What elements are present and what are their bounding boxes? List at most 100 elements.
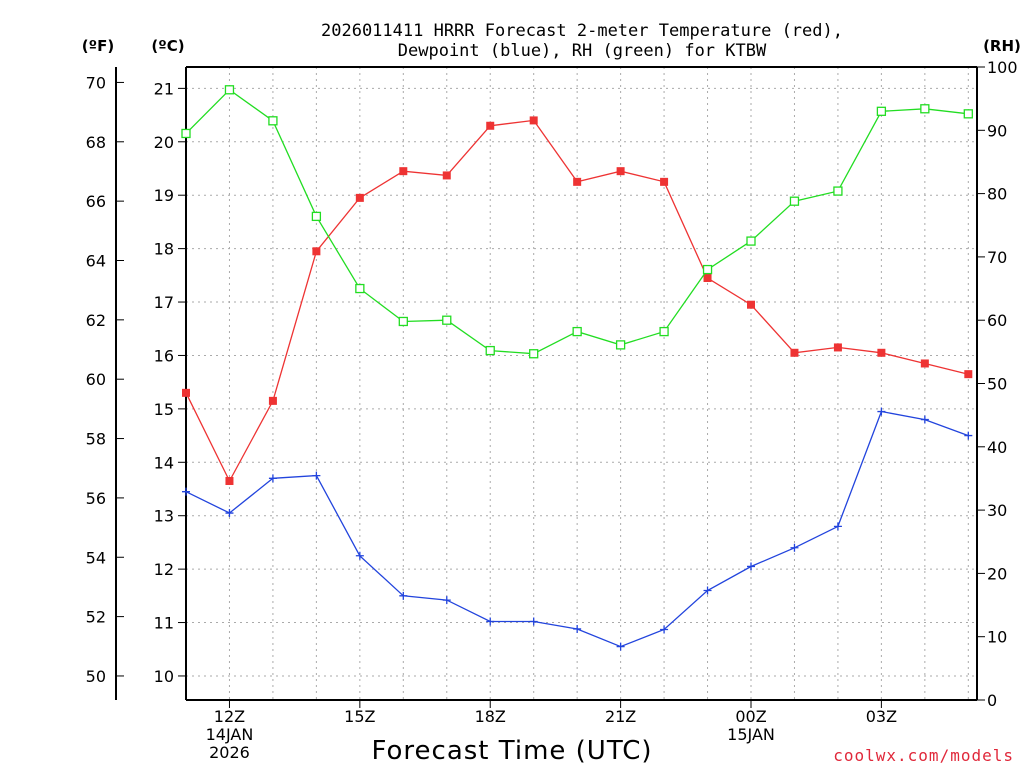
data-point [747,562,755,571]
axes-layer: 50 52 54 56 58 60 62 64 66 68 70 10 11 12 13 14 15 16 17 18… [86,58,1018,762]
data-point [182,388,190,397]
data-point [789,196,800,206]
data-point [181,128,191,139]
rh-tick-label: 30 [987,501,1007,520]
celsius-tick-label: 19 [154,186,174,205]
data-point [182,487,190,496]
data-point [485,345,495,356]
celsius-tick-label: 14 [154,453,174,472]
data-point [442,315,452,325]
data-point [660,625,669,634]
x-axis-title: Forecast Time (UTC) [371,736,652,766]
celsius-tick-label: 12 [154,560,174,579]
rh-tick-label: 100 [987,58,1018,77]
data-point [920,104,930,114]
data-point [877,348,886,357]
data-point [790,348,799,357]
series-2-meter-temperature [182,116,973,485]
data-point [573,624,582,633]
rh-tick-label: 10 [987,628,1007,647]
data-point [225,509,234,518]
fahrenheit-tick-label: 58 [86,430,106,449]
data-point [573,177,582,186]
rh-unit-label: (RH) [983,37,1021,55]
data-point [442,596,451,605]
data-point [442,171,451,180]
data-point [311,211,322,222]
fahrenheit-tick-label: 56 [86,489,106,508]
data-point [964,431,973,440]
data-point [963,109,973,119]
data-point [312,247,321,256]
data-point [486,617,495,626]
data-point [355,193,364,202]
data-point [964,370,973,379]
data-point [268,474,277,483]
data-point [225,476,234,485]
fahrenheit-tick-label: 54 [86,548,106,567]
rh-tick-label: 0 [987,691,997,710]
rh-tick-label: 20 [987,564,1007,583]
rh-tick-label: 90 [987,121,1007,140]
data-point [268,396,277,405]
fahrenheit-tick-label: 52 [86,608,106,627]
x-tick-label: 12Z [214,707,245,726]
rh-tick-label: 80 [987,185,1007,204]
data-point [877,407,886,416]
series-layer [181,85,973,651]
celsius-tick-label: 17 [154,293,174,312]
rh-tick-label: 70 [987,248,1007,267]
celsius-tick-label: 11 [154,614,174,633]
fahrenheit-tick-label: 68 [86,133,106,152]
fahrenheit-tick-label: 66 [86,192,106,211]
data-point [833,522,842,531]
fahrenheit-tick-label: 62 [86,311,106,330]
rh-tick-label: 60 [987,311,1007,330]
chart-title-line1: 2026011411 HRRR Forecast 2-meter Tempera… [321,21,843,41]
celsius-tick-label: 16 [154,346,174,365]
data-point [703,274,712,282]
x-tick-label: 03Z [866,707,897,726]
data-point [702,264,713,275]
data-point [747,300,755,309]
celsius-tick-label: 18 [154,240,174,259]
celsius-tick-label: 13 [154,507,174,526]
data-point [268,116,278,126]
x-tick-label: 2026 [209,743,250,762]
data-point [486,121,495,130]
data-point [833,343,842,352]
data-point [355,551,364,560]
fahrenheit-tick-label: 60 [86,370,106,389]
series-rh [181,85,973,359]
data-point [920,359,929,368]
data-point [616,642,625,651]
data-point [876,106,887,116]
data-point [355,283,365,294]
data-point [399,591,408,600]
data-point [920,415,929,424]
celsius-tick-label: 10 [154,667,174,686]
data-point [660,177,669,186]
celsius-tick-label: 15 [154,400,174,419]
rh-tick-label: 40 [987,438,1007,457]
data-point [398,316,408,327]
x-tick-label: 15Z [344,707,375,726]
data-point [572,326,582,337]
x-tick-label: 21Z [605,707,636,726]
fahrenheit-tick-label: 70 [86,73,106,92]
data-point [616,167,625,176]
celsius-tick-label: 21 [154,79,174,98]
x-tick-label: 18Z [475,707,506,726]
series-line [185,119,969,483]
fahrenheit-tick-label: 64 [86,251,106,270]
fahrenheit-unit-label: (ºF) [82,37,114,55]
series-dewpoint [182,407,973,651]
data-point [529,349,539,359]
celsius-tick-label: 20 [154,133,174,152]
chart-title-line2: Dewpoint (blue), RH (green) for KTBW [398,41,767,61]
fahrenheit-tick-label: 50 [86,667,106,686]
data-point [746,236,756,246]
data-point [529,617,538,626]
data-point [529,116,538,125]
